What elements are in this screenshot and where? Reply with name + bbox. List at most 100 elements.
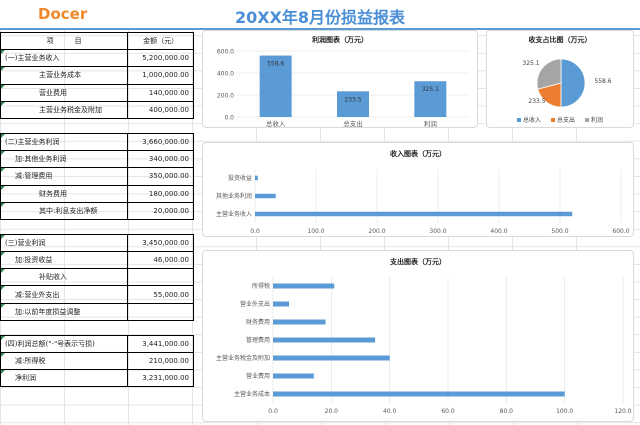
x-tick-label: 200.0 <box>368 228 385 235</box>
row-amount[interactable] <box>127 302 194 321</box>
row-label[interactable]: 营业费用 <box>0 83 129 102</box>
row-amount[interactable]: 210,000.00 <box>127 351 194 371</box>
x-tick-label: 300.0 <box>429 228 446 235</box>
spacer-cell <box>127 218 194 235</box>
data-label: 558.6 <box>594 78 611 85</box>
y-tick-label: 财务费用 <box>246 318 270 326</box>
row-label[interactable]: 加:投资收益 <box>0 251 129 270</box>
row-amount[interactable]: 350,000.00 <box>127 167 194 186</box>
x-tick-label: 总支出 <box>343 119 363 128</box>
spacer-cell <box>0 218 128 235</box>
row-label[interactable]: (二)主营业务利润 <box>0 132 129 152</box>
row-label[interactable]: 财务费用 <box>0 184 129 203</box>
ratio-chart-panel[interactable]: 收支占比图（万元） 558.6 233.5 325.1 总收入 总支出 利润 <box>486 30 634 128</box>
row-amount[interactable] <box>127 268 194 287</box>
table-row: 减:管理费用 350,000.00 <box>0 167 194 186</box>
row-amount[interactable]: 1,000,000.00 <box>127 66 194 85</box>
legend-swatch <box>517 118 521 122</box>
table-row: (一)主营业务收入 5,200,000.00 <box>0 49 194 68</box>
legend-swatch <box>585 118 589 122</box>
row-label[interactable]: 加:其他业务利润 <box>0 150 129 169</box>
table-row: (三)营业利润 3,450,000.00 <box>0 233 194 253</box>
bar <box>273 337 376 343</box>
row-label[interactable]: 加:以前年度损益调整 <box>0 302 129 321</box>
bar <box>259 55 292 117</box>
row-amount[interactable]: 46,000.00 <box>127 251 194 270</box>
title-bar: Docer 20XX年8月份损益报表 <box>0 0 640 30</box>
row-label[interactable]: 主营业务税金及附加 <box>0 100 129 119</box>
x-tick-label: 100.0 <box>556 408 573 415</box>
row-amount[interactable]: 400,000.00 <box>127 100 194 119</box>
table-row: 主营业务成本 1,000,000.00 <box>0 66 194 85</box>
row-amount[interactable]: 3,660,000.00 <box>127 132 194 152</box>
row-label[interactable]: 减:所得税 <box>0 351 129 371</box>
x-tick-label: 400.0 <box>490 228 507 235</box>
table-row: 其中:利息支出净额 20,000.00 <box>0 201 194 220</box>
table-header-row: 项 目 金额（元） <box>0 31 194 51</box>
legend-label: 总支出 <box>557 116 575 124</box>
x-tick-label: 120.0 <box>614 408 631 415</box>
data-label: 325.1 <box>422 86 439 93</box>
table-row: 主营业务税金及附加 400,000.00 <box>0 100 194 119</box>
table-row: 减:所得税 210,000.00 <box>0 351 194 371</box>
row-label[interactable]: 减:营业外支出 <box>0 285 129 304</box>
x-tick-label: 40.0 <box>383 408 397 415</box>
y-tick-label: 营业费用 <box>246 372 270 380</box>
row-amount[interactable]: 180,000.00 <box>127 184 194 203</box>
expense-chart-title: 支出图表（万元） <box>390 258 446 266</box>
y-tick-label: 其他业务利润 <box>216 192 252 200</box>
spacer-cell <box>127 117 194 134</box>
row-label[interactable]: 净利润 <box>0 369 129 388</box>
y-tick-label: 600.0 <box>217 49 234 56</box>
y-tick-label: 0.0 <box>224 115 234 122</box>
x-tick-label: 20.0 <box>325 408 339 415</box>
x-tick-label: 80.0 <box>500 408 514 415</box>
table-row: 加:投资收益 46,000.00 <box>0 251 194 270</box>
data-label: 325.1 <box>522 60 539 67</box>
header-amount[interactable]: 金额（元） <box>127 31 194 51</box>
header-item[interactable]: 项 目 <box>0 31 129 51</box>
row-label[interactable]: (一)主营业务收入 <box>0 49 129 68</box>
row-label[interactable]: (四)利润总额("-"号表示亏损) <box>0 334 129 354</box>
profit-chart: 0.0 200.0 400.0 600.0 558.6 总收入 233.5 总支出 325.1 利… <box>217 49 469 128</box>
row-amount[interactable]: 3,441,000.00 <box>127 334 194 354</box>
row-label[interactable]: 减:管理费用 <box>0 167 129 186</box>
y-tick-label: 主营业务收入 <box>216 210 252 218</box>
table-row: 净利润 3,231,000.00 <box>0 369 194 388</box>
x-tick-label: 0.0 <box>268 408 278 415</box>
spacer-cell <box>0 117 128 134</box>
bar <box>273 301 290 307</box>
row-label[interactable]: 其中:利息支出净额 <box>0 201 129 220</box>
row-label[interactable]: (三)营业利润 <box>0 233 129 253</box>
table-row: (四)利润总额("-"号表示亏损) 3,441,000.00 <box>0 334 194 354</box>
profit-chart-panel[interactable]: 利润图表（万元） 0.0 200.0 400.0 600.0 558.6 总收入 233.5… <box>202 30 478 128</box>
row-label[interactable]: 补贴收入 <box>0 268 129 287</box>
spacer-cell <box>127 319 194 336</box>
expense-chart-panel[interactable]: 支出图表（万元） 0.0 20.0 40.0 60.0 80.0 100.0 120.0 所得… <box>202 250 634 422</box>
expense-chart: 0.0 20.0 40.0 60.0 80.0 100.0 120.0 所得税营业外支出财务费… <box>216 277 632 415</box>
x-tick-label: 总收入 <box>266 119 286 128</box>
row-label[interactable]: 主营业务成本 <box>0 66 129 85</box>
income-chart-panel[interactable]: 收入图表（万元） 0.0 100.0 200.0 300.0 400.0 500.0 600… <box>202 142 634 237</box>
pie-slice <box>536 58 562 90</box>
profit-chart-title: 利润图表（万元） <box>312 36 368 44</box>
x-tick-label: 600.0 <box>612 228 629 235</box>
row-amount[interactable]: 5,200,000.00 <box>127 49 194 68</box>
income-chart-title: 收入图表（万元） <box>390 150 446 158</box>
bar <box>255 175 258 181</box>
data-label: 233.5 <box>344 96 361 103</box>
row-amount[interactable]: 3,450,000.00 <box>127 233 194 253</box>
income-chart: 0.0 100.0 200.0 300.0 400.0 500.0 600.0 投资收益其他业… <box>216 169 630 235</box>
spacer-cell <box>0 319 128 336</box>
row-amount[interactable]: 20,000.00 <box>127 201 194 220</box>
bar <box>255 211 573 217</box>
y-tick-label: 200.0 <box>217 93 234 100</box>
legend-label: 利润 <box>591 116 603 124</box>
bar <box>273 355 390 361</box>
report-title: 20XX年8月份损益报表 <box>234 8 406 27</box>
row-amount[interactable]: 140,000.00 <box>127 83 194 102</box>
row-amount[interactable]: 340,000.00 <box>127 150 194 169</box>
y-tick-label: 营业外支出 <box>240 300 270 308</box>
row-amount[interactable]: 55,000.00 <box>127 285 194 304</box>
row-amount[interactable]: 3,231,000.00 <box>127 369 194 388</box>
